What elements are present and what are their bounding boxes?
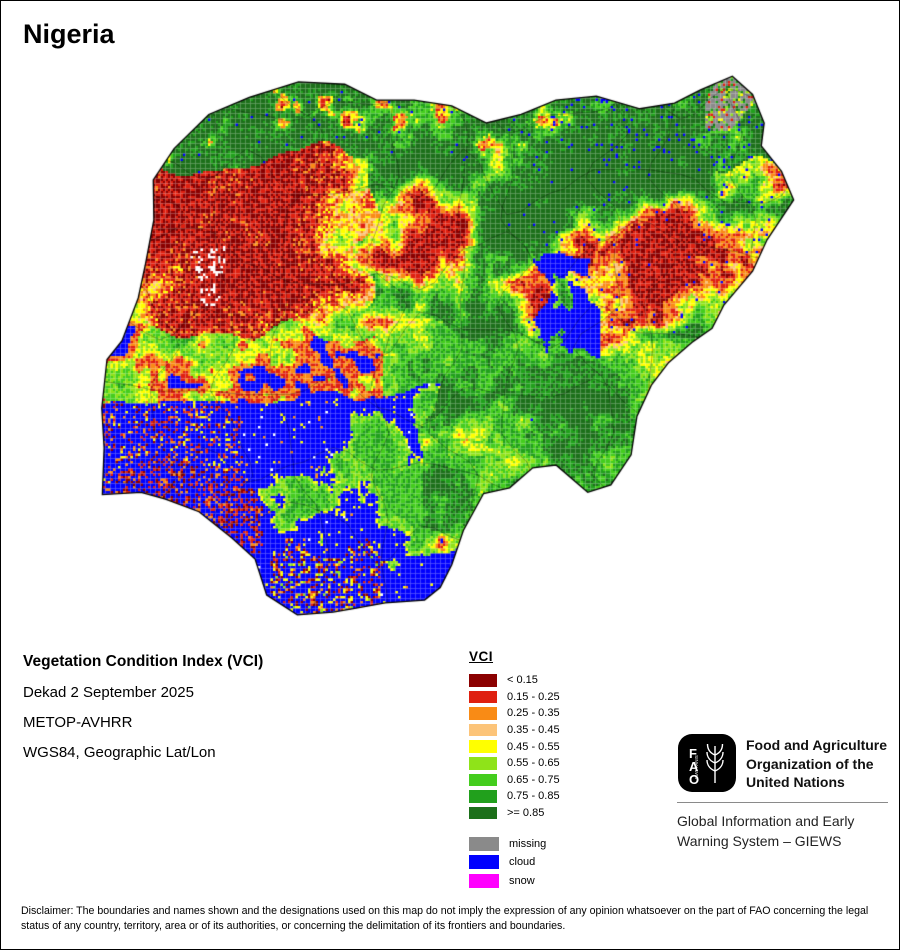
legend-swatch <box>469 707 497 720</box>
info-period: Dekad 2 September 2025 <box>23 684 194 701</box>
legend-swatch <box>469 773 497 787</box>
legend-label: 0.65 - 0.75 <box>507 773 560 786</box>
legend-swatch <box>469 855 499 870</box>
legend-row: snow <box>469 871 560 890</box>
legend-swatch <box>469 674 497 687</box>
fao-logo: F A O FIAT PANIS <box>678 734 736 792</box>
fao-letter: O <box>689 772 699 787</box>
legend-extras: missing cloud snow <box>469 834 560 890</box>
legend-swatch <box>469 873 499 888</box>
legend-row: missing <box>469 834 560 853</box>
legend-label: >= 0.85 <box>507 807 545 820</box>
legend-title: VCI <box>469 649 494 664</box>
legend-classes: < 0.15 0.15 - 0.25 0.25 - 0.35 0.35 - 0.45 0… <box>469 672 560 821</box>
legend-row: >= 0.85 <box>469 805 560 822</box>
legend-label: cloud <box>509 856 536 869</box>
fao-letter: A <box>689 759 699 774</box>
info-product: Vegetation Condition Index (VCI) <box>23 653 264 670</box>
legend-label: 0.35 - 0.45 <box>507 724 560 737</box>
disclaimer-text: Disclaimer: The boundaries and names sho… <box>21 905 869 932</box>
page-title: Nigeria <box>23 19 115 49</box>
giews-name: Global Information and Early Warning Sys… <box>677 813 855 849</box>
legend-swatch <box>469 836 499 851</box>
legend-row: cloud <box>469 853 560 872</box>
info-sensor: METOP-AVHRR <box>23 714 133 731</box>
legend-row: 0.45 - 0.55 <box>469 738 560 755</box>
legend-swatch <box>469 790 497 803</box>
map-info: Vegetation Condition Index (VCI) Dekad 2… <box>23 653 263 761</box>
legend-swatch <box>469 757 497 770</box>
legend-swatch <box>469 806 497 820</box>
legend-row: 0.15 - 0.25 <box>469 689 560 706</box>
fao-name: Food and Agriculture Organization of the… <box>746 737 888 790</box>
legend: VCI < 0.15 0.15 - 0.25 0.25 - 0.35 0.35 - 0… <box>469 649 560 890</box>
info-projection: WGS84, Geographic Lat/Lon <box>23 744 216 761</box>
legend-label: 0.55 - 0.65 <box>507 757 560 770</box>
legend-label: missing <box>509 837 547 850</box>
legend-label: 0.15 - 0.25 <box>507 690 560 703</box>
legend-swatch <box>469 723 497 737</box>
legend-row: 0.55 - 0.65 <box>469 755 560 772</box>
legend-label: 0.45 - 0.55 <box>507 740 560 753</box>
legend-row: 0.65 - 0.75 <box>469 772 560 789</box>
legend-row: < 0.15 <box>469 672 560 689</box>
legend-label: 0.75 - 0.85 <box>507 790 560 803</box>
legend-label: snow <box>509 874 535 887</box>
fao-giews-divider <box>677 802 888 803</box>
legend-row: 0.35 - 0.45 <box>469 722 560 739</box>
legend-swatch <box>469 740 497 753</box>
fao-letter: F <box>689 746 697 761</box>
fao-motto: FIAT PANIS <box>694 755 699 779</box>
legend-swatch <box>469 690 497 704</box>
legend-label: 0.25 - 0.35 <box>507 707 560 720</box>
legend-row: 0.25 - 0.35 <box>469 705 560 722</box>
legend-label: < 0.15 <box>507 674 538 687</box>
wheat-ear-icon <box>706 743 724 783</box>
legend-row: 0.75 - 0.85 <box>469 788 560 805</box>
